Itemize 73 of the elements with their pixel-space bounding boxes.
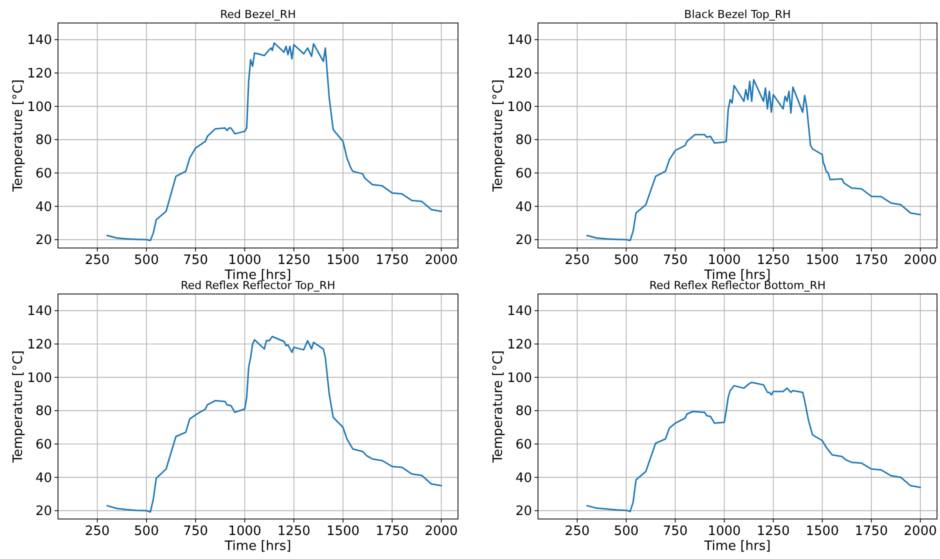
y-tick-label: 40 bbox=[35, 200, 52, 215]
x-tick-label: 500 bbox=[614, 524, 639, 539]
y-tick-label: 60 bbox=[35, 438, 52, 453]
x-tick-label: 250 bbox=[564, 253, 590, 268]
y-tick-label: 80 bbox=[35, 404, 52, 420]
y-tick-label: 100 bbox=[507, 100, 532, 115]
y-tick-label: 20 bbox=[35, 504, 52, 520]
y-tick-label: 120 bbox=[27, 66, 52, 82]
chart-title: Red Reflex Reflector Top_RH bbox=[180, 279, 336, 292]
x-tick-label: 1000 bbox=[708, 524, 741, 539]
x-tick-label: 250 bbox=[84, 524, 110, 539]
x-tick-label: 500 bbox=[614, 253, 639, 268]
x-tick-label: 750 bbox=[183, 253, 208, 268]
x-tick-label: 1000 bbox=[228, 253, 262, 268]
y-tick-label: 20 bbox=[35, 233, 52, 248]
y-axis-title: Temperature [°C] bbox=[11, 350, 26, 464]
x-tick-label: 1500 bbox=[326, 524, 360, 539]
x-tick-label: 500 bbox=[134, 253, 159, 268]
y-tick-label: 80 bbox=[35, 133, 52, 148]
y-tick-label: 80 bbox=[515, 404, 532, 420]
x-tick-label: 750 bbox=[662, 524, 688, 539]
x-tick-label: 750 bbox=[183, 524, 208, 539]
x-tick-label: 2000 bbox=[424, 253, 458, 268]
y-axis-title: Temperature [°C] bbox=[491, 79, 506, 193]
x-tick-label: 1500 bbox=[806, 253, 839, 268]
x-tick-label: 1250 bbox=[277, 253, 310, 268]
x-tick-label: 2000 bbox=[424, 524, 458, 539]
line-series bbox=[106, 42, 442, 242]
x-tick-label: 250 bbox=[564, 524, 590, 539]
x-tick-label: 2000 bbox=[904, 524, 937, 539]
y-tick-label: 100 bbox=[507, 370, 532, 386]
line-series bbox=[586, 382, 922, 512]
x-tick-label: 1250 bbox=[756, 253, 790, 268]
y-tick-label: 40 bbox=[35, 470, 52, 486]
x-tick-label: 1000 bbox=[708, 253, 741, 268]
y-axis-title: Temperature [°C] bbox=[491, 350, 506, 464]
x-axis-title: Time [hrs] bbox=[224, 539, 292, 554]
y-tick-label: 60 bbox=[515, 438, 532, 453]
y-tick-label: 140 bbox=[507, 304, 532, 320]
y-tick-label: 60 bbox=[35, 166, 52, 182]
x-tick-label: 1750 bbox=[854, 524, 888, 539]
y-tick-label: 120 bbox=[27, 338, 52, 353]
x-tick-label: 1750 bbox=[376, 524, 409, 539]
x-tick-label: 750 bbox=[662, 253, 688, 268]
y-tick-label: 120 bbox=[507, 66, 532, 82]
y-tick-label: 100 bbox=[27, 100, 52, 115]
x-tick-label: 250 bbox=[84, 253, 110, 268]
chart-title: Black Bezel Top_RH bbox=[684, 8, 791, 21]
line-series bbox=[586, 78, 922, 242]
chart-title: Red Bezel_RH bbox=[220, 8, 296, 21]
x-tick-label: 2000 bbox=[904, 253, 937, 268]
y-tick-label: 20 bbox=[515, 233, 532, 248]
x-tick-label: 1750 bbox=[854, 253, 888, 268]
x-tick-label: 500 bbox=[134, 524, 159, 539]
x-axis-title: Time [hrs] bbox=[703, 539, 771, 554]
x-tick-label: 1000 bbox=[228, 524, 262, 539]
y-tick-label: 100 bbox=[27, 370, 52, 386]
y-axis-title: Temperature [°C] bbox=[11, 79, 26, 193]
y-tick-label: 120 bbox=[507, 338, 532, 353]
y-tick-label: 80 bbox=[515, 133, 532, 148]
line-series bbox=[106, 336, 442, 513]
x-tick-label: 1250 bbox=[756, 524, 790, 539]
x-tick-label: 1250 bbox=[277, 524, 310, 539]
x-tick-label: 1500 bbox=[806, 524, 839, 539]
y-tick-label: 40 bbox=[515, 200, 532, 215]
x-tick-label: 1750 bbox=[376, 253, 409, 268]
y-tick-label: 20 bbox=[515, 504, 532, 520]
y-tick-label: 140 bbox=[27, 304, 52, 320]
y-tick-label: 140 bbox=[507, 33, 532, 48]
y-tick-label: 60 bbox=[515, 166, 532, 182]
x-tick-label: 1500 bbox=[326, 253, 360, 268]
y-tick-label: 40 bbox=[515, 470, 532, 486]
y-tick-label: 140 bbox=[27, 33, 52, 48]
